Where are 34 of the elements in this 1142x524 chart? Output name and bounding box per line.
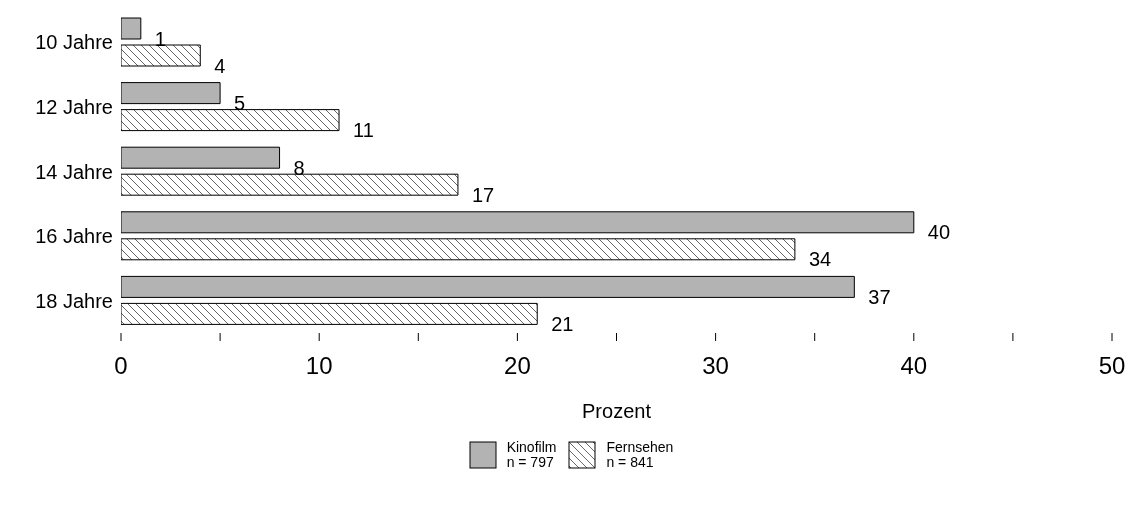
data-label: 8 <box>293 156 305 179</box>
data-label: 11 <box>353 119 374 142</box>
bar <box>121 211 915 234</box>
data-label: 17 <box>471 183 495 206</box>
bar <box>121 302 538 325</box>
x-tick-label: 0 <box>114 352 128 380</box>
x-axis-title: Prozent <box>582 400 652 422</box>
y-tick-label: 18 Jahre <box>35 289 113 312</box>
y-tick-label: 16 Jahre <box>35 225 113 248</box>
x-tick-label: 40 <box>900 352 928 380</box>
data-label: 34 <box>808 248 832 271</box>
y-tick-label: 14 Jahre <box>35 160 113 183</box>
data-label: 1 <box>154 27 166 50</box>
y-tick-label: 10 Jahre <box>35 31 113 54</box>
bar <box>121 109 340 132</box>
bar <box>121 44 201 67</box>
x-tick-label: 30 <box>702 352 729 380</box>
bar <box>121 17 142 40</box>
bar <box>121 238 796 261</box>
bar <box>121 275 855 298</box>
data-label: 5 <box>234 92 246 115</box>
y-tick-label: 12 Jahre <box>35 96 113 118</box>
data-label: 4 <box>214 54 226 77</box>
x-tick-label: 20 <box>504 352 531 380</box>
bar <box>121 82 221 105</box>
legend-label: Fernsehen n = 841 <box>606 439 674 470</box>
bar <box>121 173 459 196</box>
x-tick-label: 50 <box>1098 352 1126 380</box>
data-label: 37 <box>868 286 891 308</box>
data-label: 40 <box>927 221 951 244</box>
bar <box>121 146 281 169</box>
x-tick-label: 10 <box>305 352 333 380</box>
legend-label: Kinofilm n = 797 <box>506 439 557 470</box>
data-label: 21 <box>551 313 574 335</box>
